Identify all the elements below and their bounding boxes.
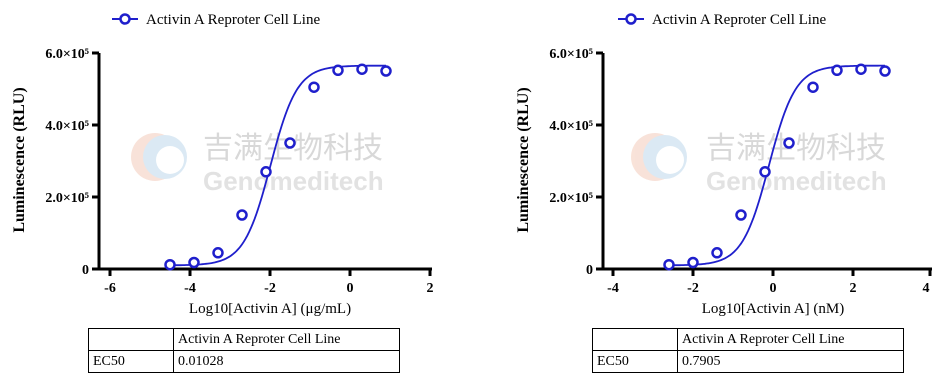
y-axis-label: Luminescence (RLU) (515, 87, 532, 232)
table-header-cell: Activin A Reproter Cell Line (173, 328, 400, 351)
x-tick-label: -2 (264, 281, 276, 296)
legend-label: Activin A Reprоter Cell Line (146, 12, 320, 28)
table-cell-metric: EC50 (88, 350, 174, 373)
x-tick-label: -4 (184, 281, 196, 296)
watermark-logo-icon (131, 133, 179, 181)
ec50-table: Activin A Reproter Cell Line EC50 0.0102… (88, 328, 400, 373)
data-point (212, 247, 224, 259)
data-point (855, 63, 867, 75)
x-axis-label: Log10[Activin A] (nM) (702, 301, 844, 317)
table-header-cell: Activin A Reproter Cell Line (677, 328, 904, 351)
data-point (356, 63, 368, 75)
data-point (260, 166, 272, 178)
table-header-row: Activin A Reproter Cell Line (88, 328, 400, 351)
chart-svg-right: Activin A Reproter Cell Line 吉满生物科技 Geno… (515, 12, 932, 317)
watermark-cn: 吉满生物科技 (203, 132, 383, 165)
data-point (759, 166, 771, 178)
y-tick-labels: 0 2.0×10⁵ 4.0×10⁵ 6.0×10⁵ (45, 47, 89, 278)
legend-marker (625, 13, 637, 25)
x-tick-label: -2 (687, 281, 699, 296)
axes (596, 51, 932, 276)
data-point (687, 256, 699, 269)
y-tick-label: 6.0×10⁵ (549, 47, 593, 62)
chart-svg-left: Activin A Reprоter Cell Line 吉满生物科技 Geno… (11, 12, 434, 317)
x-tick-label: 0 (770, 281, 777, 296)
y-tick-label: 2.0×10⁵ (549, 191, 593, 206)
x-tick-label: 2 (850, 281, 857, 296)
table-cell-value: 0.7905 (677, 350, 904, 373)
x-tick-labels: -6 -4 -2 0 2 (104, 281, 433, 296)
watermark: 吉满生物科技 Genomeditech (131, 132, 384, 196)
table-cell-value: 0.01028 (173, 350, 400, 373)
watermark-logo-icon (631, 133, 679, 181)
y-tick-label: 4.0×10⁵ (549, 119, 593, 134)
x-tick-label: -4 (607, 281, 619, 296)
fit-curve (170, 64, 386, 267)
y-tick-label: 4.0×10⁵ (45, 119, 89, 134)
x-tick-label: 4 (923, 281, 930, 296)
data-point (164, 258, 176, 271)
legend-label: Activin A Reproter Cell Line (652, 12, 826, 28)
table-row: EC50 0.7905 (592, 350, 904, 373)
data-point (332, 64, 344, 77)
data-point (236, 209, 248, 221)
x-tick-label: 0 (347, 281, 354, 296)
table-header-cell (592, 328, 678, 351)
watermark-logo-inner-icon (143, 135, 187, 179)
y-tick-labels: 0 2.0×10⁵ 4.0×10⁵ 6.0×10⁵ (549, 47, 593, 278)
data-point (783, 137, 795, 149)
watermark-en: Genomeditech (203, 166, 384, 196)
data-point (284, 137, 296, 149)
watermark-logo-inner-icon (643, 135, 687, 179)
data-point (380, 65, 392, 77)
watermark: 吉满生物科技 Genomeditech (631, 132, 887, 196)
x-tick-label: -6 (104, 281, 116, 296)
table-header-row: Activin A Reproter Cell Line (592, 328, 904, 351)
x-tick-label: 2 (427, 281, 434, 296)
data-point (879, 65, 891, 77)
data-point (308, 81, 320, 93)
y-tick-label: 0 (586, 263, 593, 278)
legend: Activin A Reproter Cell Line (618, 12, 826, 28)
data-point (663, 258, 675, 271)
y-tick-label: 2.0×10⁵ (45, 191, 89, 206)
x-axis-label: Log10[Activin A] (μg/mL) (189, 301, 351, 317)
chart-panel-right: Activin A Reproter Cell Line 吉满生物科技 Geno… (466, 0, 932, 373)
axes (92, 51, 432, 276)
ec50-table: Activin A Reproter Cell Line EC50 0.7905 (592, 328, 904, 373)
y-tick-label: 0 (82, 263, 89, 278)
y-tick-label: 6.0×10⁵ (45, 47, 89, 62)
legend: Activin A Reprоter Cell Line (112, 12, 320, 28)
legend-marker (119, 13, 131, 25)
watermark-cn: 吉满生物科技 (706, 132, 886, 165)
table-header-cell (88, 328, 174, 351)
table-cell-metric: EC50 (592, 350, 678, 373)
watermark-en: Genomeditech (706, 166, 887, 196)
chart-panel-left: Activin A Reprоter Cell Line 吉满生物科技 Geno… (0, 0, 466, 373)
table-row: EC50 0.01028 (88, 350, 400, 373)
y-axis-label: Luminescence (RLU) (11, 87, 28, 232)
data-point (807, 81, 819, 93)
fit-curve (669, 64, 885, 267)
x-tick-labels: -4 -2 0 2 4 (607, 281, 929, 296)
data-point (831, 64, 843, 77)
data-point (188, 256, 200, 269)
data-point (735, 209, 747, 221)
data-point (711, 247, 723, 259)
